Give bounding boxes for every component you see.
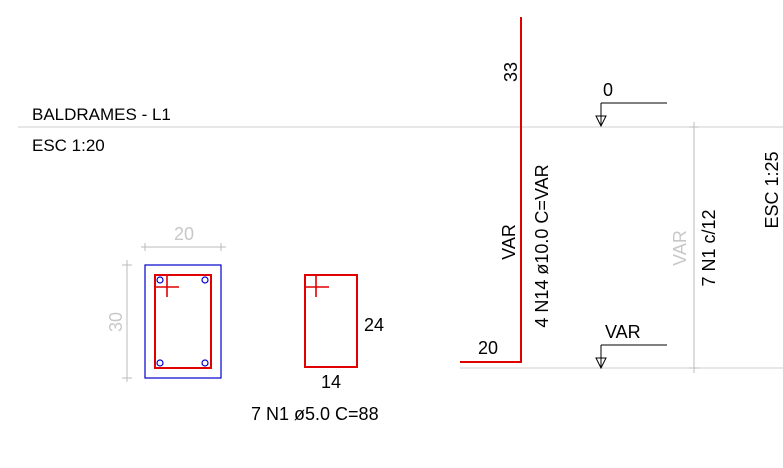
level-arrow-icon — [595, 115, 607, 128]
stirrup-width-label: 14 — [321, 372, 341, 392]
scale-label-right: ESC 1:25 — [762, 151, 782, 228]
bar-hook-length: 20 — [478, 338, 498, 358]
stirrup-shape — [304, 274, 358, 368]
level-marker-top: 0 — [595, 80, 667, 128]
level-arrow-icon — [595, 357, 607, 370]
section-stirrup-hook — [155, 275, 179, 297]
stirrup-spec: 7 N1 ø5.0 C=88 — [251, 404, 379, 424]
section-width-label: 20 — [174, 224, 194, 244]
rebar-dot — [201, 276, 209, 284]
level-marker-bottom: VAR — [595, 322, 667, 370]
section-height-label: 30 — [106, 312, 126, 332]
concrete-outline — [144, 264, 222, 379]
stirrup-height-label: 24 — [364, 315, 384, 335]
bar-var-label: VAR — [499, 224, 519, 260]
bar-spec: 4 N14 ø10.0 C=VAR — [532, 164, 552, 327]
rebar-dot — [201, 359, 209, 367]
stirrup-hook — [305, 275, 329, 297]
section-stirrup — [154, 274, 212, 369]
longitudinal-bar-line — [460, 17, 522, 363]
bar-top-length: 33 — [501, 62, 521, 82]
level-top-label: 0 — [603, 80, 613, 100]
level-bottom-label: VAR — [605, 322, 641, 342]
scale-label-left: ESC 1:20 — [32, 136, 105, 155]
longitudinal-bar: 33 VAR 4 N14 ø10.0 C=VAR 20 — [460, 17, 552, 363]
section-width-dimension: 20 — [141, 224, 226, 251]
section-height-dimension: 30 — [106, 260, 132, 382]
rebar-dot — [156, 359, 164, 367]
elevation-dimension: VAR 7 N1 c/12 — [670, 122, 719, 373]
stirrup-detail: 24 14 7 N1 ø5.0 C=88 — [251, 274, 384, 424]
rebar-dot — [156, 276, 164, 284]
drawing-title: BALDRAMES - L1 — [32, 105, 171, 124]
beam-cross-section — [144, 264, 222, 379]
stirrup-spacing-label: 7 N1 c/12 — [699, 209, 719, 286]
elevation-var-label: VAR — [670, 230, 690, 266]
